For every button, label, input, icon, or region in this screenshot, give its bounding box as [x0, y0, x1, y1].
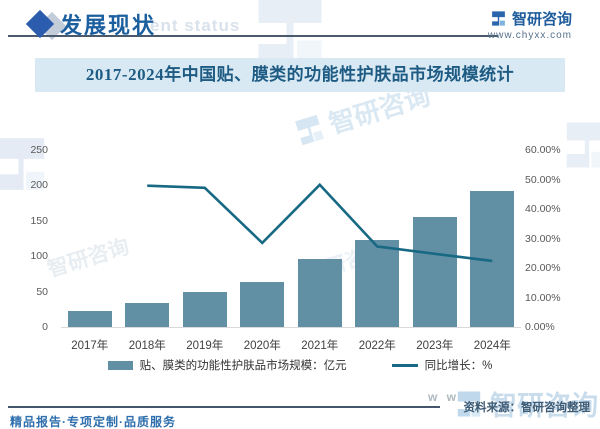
x-axis-label: 2018年 — [128, 340, 166, 352]
x-axis-label: 2022年 — [358, 340, 396, 352]
legend-item-bar: 贴、膜类的功能性护肤品市场规模：亿元 — [107, 357, 347, 373]
x-axis-line — [61, 327, 521, 328]
footer-divider — [8, 406, 440, 408]
y-axis-tick-right: 40.00% — [525, 203, 561, 215]
bar-2019年 — [182, 291, 227, 327]
brand-logo-icon — [492, 11, 505, 26]
legend-label-bar: 贴、膜类的功能性护肤品市场规模：亿元 — [139, 360, 347, 372]
y-axis-tick-left: 0 — [42, 321, 48, 333]
y-axis-tick-right: 60.00% — [525, 144, 561, 156]
chart-legend: 贴、膜类的功能性护肤品市场规模：亿元 同比增长：% — [0, 357, 600, 373]
line-series-swatch — [391, 363, 418, 367]
y-axis-tick-left: 100 — [30, 250, 48, 263]
chart-title: 2017-2024年中国贴、膜类的功能性护肤品市场规模统计 — [35, 58, 565, 92]
brand-website: www.chyxx.com — [487, 30, 572, 41]
x-axis-label: 2021年 — [301, 340, 339, 352]
y-axis-tick-right: 30.00% — [525, 232, 561, 245]
bar-2018年 — [125, 302, 170, 327]
data-source: 资料来源：智研咨询整理 — [463, 402, 591, 414]
watermark-ww-text: w w — [428, 390, 460, 404]
header-divider — [8, 35, 498, 37]
x-axis-label: 2023年 — [416, 340, 454, 352]
section-title: 发展现状 — [60, 13, 157, 38]
brand-logo: 智研咨询 — [490, 8, 572, 29]
y-axis-tick-right: 50.00% — [525, 173, 561, 186]
y-axis-tick-left: 250 — [30, 144, 48, 156]
y-axis-tick-right: 10.00% — [525, 291, 561, 304]
y-axis-tick-left: 50 — [36, 285, 48, 298]
footer-tagline: 精品报告·专项定制·品质服务 — [10, 415, 176, 429]
bar-2020年 — [240, 281, 285, 327]
bar-2024年 — [470, 191, 515, 327]
section-subtitle: ent status — [150, 16, 241, 35]
y-axis-tick-left: 150 — [30, 214, 48, 227]
bar-series-swatch — [107, 360, 133, 370]
x-axis-label: 2017年 — [71, 340, 109, 352]
bar-2021年 — [297, 259, 342, 327]
y-axis-tick-left: 200 — [30, 179, 48, 192]
brand-name: 智研咨询 — [511, 11, 572, 28]
y-axis-tick-right: 0.00% — [525, 321, 555, 333]
bar-2023年 — [412, 216, 457, 327]
legend-label-line: 同比增长：% — [424, 360, 493, 372]
x-axis-label: 2019年 — [186, 340, 224, 352]
x-axis-label: 2024年 — [473, 340, 511, 352]
bar-2022年 — [355, 239, 400, 327]
legend-item-line: 同比增长：% — [391, 357, 493, 373]
x-axis-labels: 2017年 2018年 2019年 2020年 2021年 2022年 2023年 2024年 — [61, 337, 521, 353]
y-axis-tick-right: 20.00% — [525, 262, 561, 274]
x-axis-label: 2020年 — [243, 340, 281, 352]
bar-2017年 — [67, 310, 112, 327]
